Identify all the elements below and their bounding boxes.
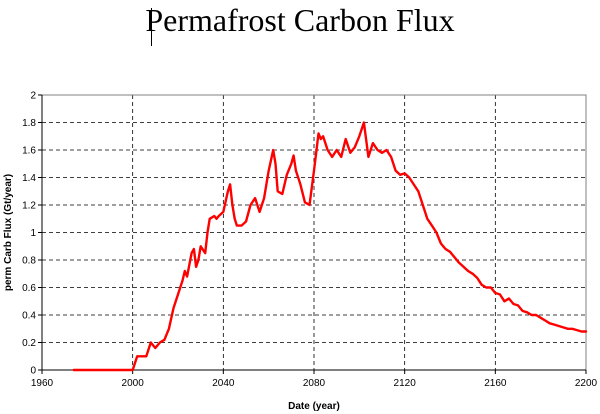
y-tick-label: 0.6 (22, 283, 36, 294)
text-cursor (151, 8, 152, 46)
y-tick-label: 0.4 (22, 311, 36, 322)
chart-title: Permafrost Carbon Flux (145, 2, 455, 38)
y-tick-label: 1.8 (22, 118, 36, 129)
y-tick-label: 1.2 (22, 201, 36, 212)
axes (38, 94, 587, 374)
series-group (72, 121, 588, 372)
x-axis-label: Date (year) (288, 401, 340, 412)
series-line-0 (72, 121, 588, 372)
x-tick-label: 2120 (394, 378, 417, 389)
y-axis-label: perm Carb Flux (Gt/year) (3, 174, 14, 291)
tick-labels: 0 0.2 0.4 0.6 0.8 1 1.2 1.4 1.6 1.8 2 1960 2000 2040 2… (22, 91, 597, 390)
x-tick-label: 2080 (303, 378, 326, 389)
grid-lines (42, 94, 586, 370)
y-tick-label: 0.2 (22, 338, 36, 349)
y-tick-label: 0 (30, 366, 36, 377)
y-tick-label: 1 (30, 228, 36, 239)
y-tick-label: 1.6 (22, 146, 36, 157)
x-tick-label: 2040 (212, 378, 235, 389)
x-tick-label: 2160 (484, 378, 507, 389)
y-tick-label: 0.8 (22, 256, 36, 267)
y-tick-label: 1.4 (22, 173, 36, 184)
x-tick-label: 1960 (31, 378, 54, 389)
y-tick-label: 2 (30, 91, 36, 102)
x-tick-label: 2000 (122, 378, 145, 389)
x-tick-label: 2200 (575, 378, 598, 389)
